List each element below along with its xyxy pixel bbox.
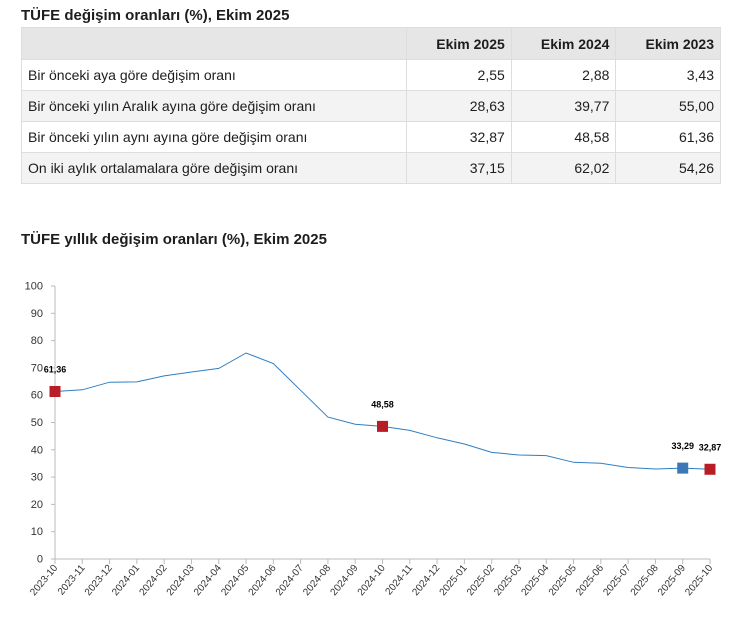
data-point-label: 33,29 [671, 441, 694, 451]
x-tick-label: 2024-09 [328, 563, 360, 599]
y-tick-label: 90 [31, 308, 43, 320]
table-title: TÜFE değişim oranları (%), Ekim 2025 [21, 7, 290, 24]
x-tick-label: 2024-10 [356, 563, 388, 599]
annual-cpi-line-chart: 01020304050607080901002023-102023-112023… [25, 281, 722, 599]
x-tick-label: 2025-06 [574, 563, 606, 599]
data-point-label: 61,36 [44, 364, 67, 374]
y-tick-label: 20 [31, 499, 43, 511]
table-header-ekim-2025: Ekim 2025 [406, 27, 512, 60]
cell-value: 32,87 [406, 121, 512, 153]
x-tick-label: 2025-02 [465, 563, 497, 599]
row-label: Bir önceki yılın aynı ayına göre değişim… [20, 121, 408, 153]
data-point-marker [49, 385, 61, 397]
y-tick-label: 80 [31, 335, 43, 347]
x-tick-label: 2024-04 [192, 563, 224, 599]
table-header-ekim-2024: Ekim 2024 [510, 27, 617, 60]
table-row: Bir önceki yılın aynı ayına göre değişim… [20, 121, 721, 153]
y-tick-label: 30 [31, 472, 43, 484]
x-tick-label: 2024-07 [274, 563, 306, 599]
x-tick-label: 2025-08 [629, 563, 661, 599]
cell-value: 39,77 [510, 90, 617, 122]
x-tick-label: 2024-03 [165, 563, 197, 599]
cell-value: 54,26 [615, 152, 721, 184]
cell-value: 37,15 [406, 152, 512, 184]
x-tick-label: 2024-02 [137, 563, 169, 599]
cell-value: 61,36 [615, 121, 721, 153]
y-tick-label: 70 [31, 362, 43, 374]
x-tick-label: 2025-04 [520, 563, 552, 599]
data-point-marker [677, 462, 689, 474]
table-header-row: Ekim 2025 Ekim 2024 Ekim 2023 [20, 27, 721, 60]
x-tick-label: 2023-12 [83, 563, 115, 599]
x-tick-label: 2025-10 [683, 563, 715, 599]
x-tick-label: 2024-01 [110, 563, 142, 599]
row-label: On iki aylık ortalamalara göre değişim o… [20, 152, 408, 184]
x-tick-label: 2024-08 [301, 563, 333, 599]
y-tick-label: 40 [31, 444, 43, 456]
x-tick-label: 2024-05 [219, 563, 251, 599]
y-tick-label: 10 [31, 526, 43, 538]
row-label: Bir önceki yılın Aralık ayına göre değiş… [20, 90, 408, 122]
table-header-ekim-2023: Ekim 2023 [615, 27, 721, 60]
table-row: On iki aylık ortalamalara göre değişim o… [20, 152, 721, 184]
x-tick-label: 2025-09 [656, 563, 688, 599]
x-tick-label: 2025-01 [438, 563, 470, 599]
data-point-label: 32,87 [699, 442, 722, 452]
table-header-label [20, 27, 408, 60]
cell-value: 2,55 [406, 59, 512, 91]
x-tick-label: 2024-12 [410, 563, 442, 599]
cell-value: 3,43 [615, 59, 721, 91]
cell-value: 2,88 [510, 59, 617, 91]
table-row: Bir önceki yılın Aralık ayına göre değiş… [20, 90, 721, 122]
cell-value: 48,58 [510, 121, 617, 153]
x-tick-label: 2024-06 [247, 563, 279, 599]
y-tick-label: 50 [31, 417, 43, 429]
cell-value: 28,63 [406, 90, 512, 122]
y-tick-label: 0 [37, 554, 43, 566]
cell-value: 62,02 [510, 152, 617, 184]
chart-title: TÜFE yıllık değişim oranları (%), Ekim 2… [21, 231, 327, 248]
data-point-label: 48,58 [371, 399, 394, 409]
cpi-change-table: Ekim 2025 Ekim 2024 Ekim 2023 Bir önceki… [20, 27, 721, 184]
cell-value: 55,00 [615, 90, 721, 122]
table-row: Bir önceki aya göre değişim oranı 2,55 2… [20, 59, 721, 91]
row-label: Bir önceki aya göre değişim oranı [20, 59, 408, 91]
series-line [54, 352, 711, 470]
data-point-marker [377, 420, 388, 432]
y-tick-label: 100 [25, 281, 43, 293]
y-tick-label: 60 [31, 390, 43, 402]
x-tick-label: 2023-10 [28, 563, 60, 599]
data-point-marker [704, 463, 716, 475]
x-tick-label: 2025-05 [547, 563, 579, 599]
x-tick-label: 2025-07 [601, 563, 633, 599]
x-tick-label: 2025-03 [492, 563, 524, 599]
